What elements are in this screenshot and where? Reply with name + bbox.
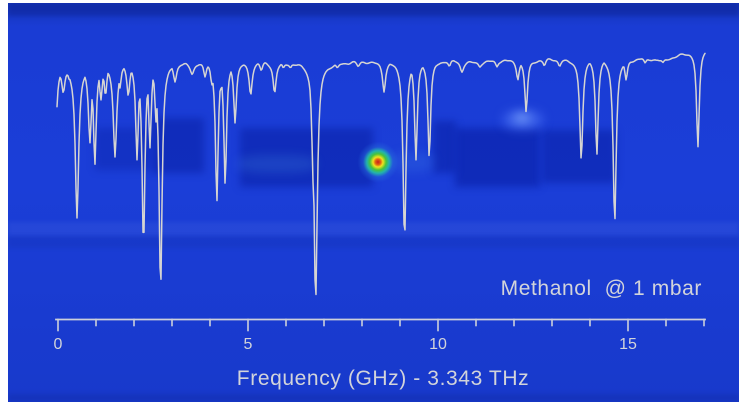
x-tick-label: 10 [429, 336, 447, 353]
camera-artifact-rect [455, 128, 540, 187]
x-tick-label: 0 [54, 336, 63, 353]
camera-shade-band [8, 394, 739, 402]
camera-artifact-rect [240, 128, 373, 187]
camera-artifact-rect [152, 118, 204, 173]
beam-profile-image [8, 3, 739, 402]
sample-annotation: Methanol @ 1 mbar [500, 277, 702, 300]
camera-shade-band [8, 236, 739, 248]
x-axis-label: Frequency (GHz) - 3.343 THz [236, 367, 530, 390]
camera-light-patch [237, 155, 317, 173]
camera-artifact-rect [542, 130, 616, 183]
camera-artifact-rect [433, 121, 456, 173]
camera-light-patch [390, 152, 435, 172]
beam-spot [356, 140, 400, 184]
camera-shade-band [8, 3, 739, 16]
camera-light-patch [514, 113, 530, 123]
x-tick-label: 15 [619, 336, 637, 353]
x-tick-label: 5 [244, 336, 253, 353]
spectrum-trace [56, 52, 706, 296]
x-axis: 0 5 10 15 [54, 318, 706, 353]
camera-shade-band [8, 222, 739, 236]
